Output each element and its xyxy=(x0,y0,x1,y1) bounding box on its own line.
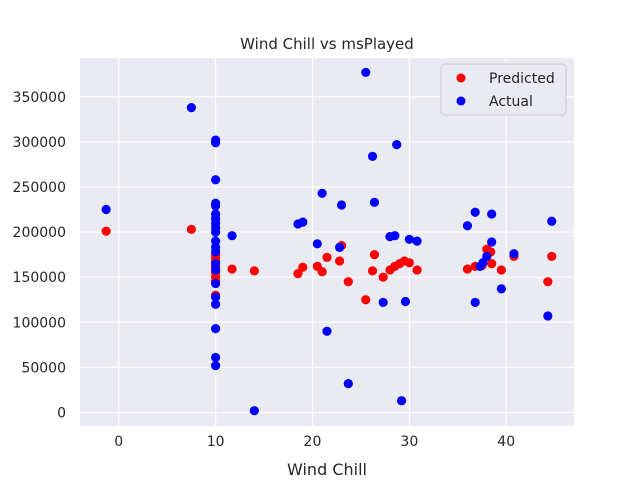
data-point-actual xyxy=(101,204,111,215)
legend-marker-actual xyxy=(456,96,466,106)
data-point-actual xyxy=(317,188,327,198)
data-point-actual xyxy=(361,67,371,78)
data-point-predicted xyxy=(404,258,414,268)
data-point-actual xyxy=(298,217,308,227)
data-point-actual xyxy=(404,234,414,244)
data-point-predicted xyxy=(317,267,327,277)
data-point-predicted xyxy=(543,277,553,287)
data-point-actual xyxy=(211,278,221,289)
data-point-actual xyxy=(367,151,378,161)
y-tick-label: 300000 xyxy=(13,135,66,151)
data-point-actual xyxy=(482,251,492,262)
data-point-actual xyxy=(249,406,259,416)
data-point-actual xyxy=(322,326,332,336)
data-point-actual xyxy=(378,297,388,308)
data-point-actual xyxy=(334,242,345,253)
data-point-actual xyxy=(186,103,196,113)
data-point-predicted xyxy=(369,250,380,260)
tick-labels: 0 10 20 30 40 0 50000 100000 150000 200000 250000 3… xyxy=(13,90,516,450)
data-point-actual xyxy=(211,201,221,211)
data-point-actual xyxy=(211,138,221,148)
x-tick-label: 30 xyxy=(400,434,418,450)
data-point-actual xyxy=(400,296,411,307)
y-tick-label: 150000 xyxy=(13,270,66,286)
x-tick-label: 0 xyxy=(114,434,123,450)
legend-marker-predicted xyxy=(456,73,466,83)
data-point-actual xyxy=(509,249,519,259)
data-point-actual xyxy=(496,284,506,294)
data-point-predicted xyxy=(101,226,111,236)
data-point-predicted xyxy=(322,252,332,262)
data-point-predicted xyxy=(462,264,473,274)
y-tick-label: 200000 xyxy=(13,225,66,241)
data-point-actual xyxy=(390,231,400,241)
data-point-predicted xyxy=(367,266,378,276)
legend-label-predicted: Predicted xyxy=(489,71,555,87)
data-point-actual xyxy=(470,207,480,217)
x-tick-label: 40 xyxy=(497,434,515,450)
data-point-actual xyxy=(227,231,237,241)
data-point-predicted xyxy=(186,224,196,234)
data-point-actual xyxy=(211,259,221,269)
data-point-actual xyxy=(336,200,347,210)
data-point-predicted xyxy=(298,262,308,272)
data-point-predicted xyxy=(334,256,345,266)
data-point-actual xyxy=(396,396,407,406)
data-point-actual xyxy=(343,379,353,389)
legend-label-actual: Actual xyxy=(489,94,533,110)
data-point-actual xyxy=(211,292,221,302)
data-point-predicted xyxy=(293,268,303,279)
data-point-predicted xyxy=(249,266,259,276)
data-point-predicted xyxy=(412,265,422,275)
data-point-predicted xyxy=(496,265,506,275)
y-tick-label: 50000 xyxy=(21,360,66,376)
data-point-actual xyxy=(412,236,422,246)
data-point-predicted xyxy=(227,264,237,274)
y-tick-label: 250000 xyxy=(13,180,66,196)
data-point-predicted xyxy=(361,295,371,305)
data-point-actual xyxy=(543,311,553,321)
legend: Predicted Actual xyxy=(440,63,567,116)
data-point-actual xyxy=(211,247,221,257)
data-point-actual xyxy=(211,299,221,309)
data-point-actual xyxy=(470,297,480,308)
data-point-actual xyxy=(211,175,221,185)
data-point-actual xyxy=(369,197,380,207)
data-point-actual xyxy=(211,236,221,246)
data-point-predicted xyxy=(343,277,353,287)
data-point-predicted xyxy=(378,272,388,282)
data-point-actual xyxy=(312,239,322,249)
y-tick-label: 0 xyxy=(57,405,66,421)
data-point-actual xyxy=(211,227,221,237)
chart-title: Wind Chill vs msPlayed xyxy=(240,35,414,53)
data-point-actual xyxy=(392,139,402,150)
x-tick-label: 10 xyxy=(207,434,225,450)
data-points xyxy=(101,67,557,416)
data-point-actual xyxy=(487,237,497,247)
data-point-actual xyxy=(211,323,221,334)
data-point-actual xyxy=(211,352,221,363)
data-point-actual xyxy=(487,209,497,219)
y-tick-label: 350000 xyxy=(13,90,66,106)
data-point-actual xyxy=(211,360,221,371)
y-tick-label: 100000 xyxy=(13,315,66,331)
data-point-actual xyxy=(547,216,557,226)
data-point-actual xyxy=(462,221,473,231)
legend-box xyxy=(440,63,567,116)
data-point-predicted xyxy=(487,259,497,269)
x-tick-label: 20 xyxy=(304,434,322,450)
data-point-predicted xyxy=(547,251,557,262)
data-point-actual xyxy=(211,265,221,275)
x-axis-label: Wind Chill xyxy=(287,460,367,479)
